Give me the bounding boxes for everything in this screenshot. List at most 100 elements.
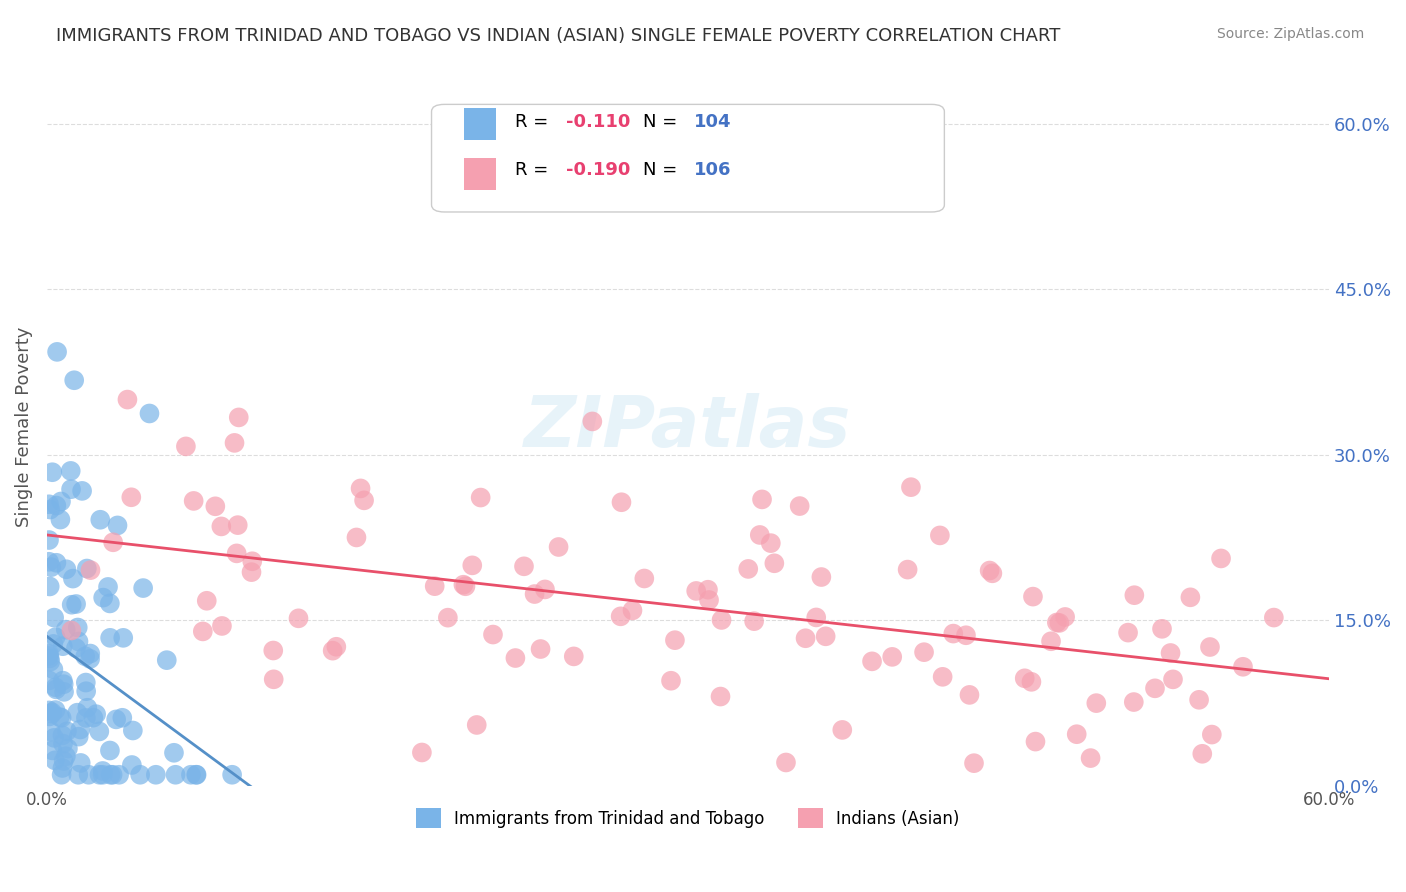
Point [1191,747,1213,761]
Point [789,499,811,513]
Point [138,407,160,421]
Point [209,519,232,533]
Point [38,647,60,661]
Point [100,768,122,782]
Point [423,579,446,593]
Point [751,492,773,507]
Point [59,464,82,478]
Point [562,649,585,664]
Point [98,743,121,757]
Point [55,749,77,764]
Text: 104: 104 [695,113,733,131]
Point [1040,634,1063,648]
Point [287,611,309,625]
Point [513,559,536,574]
Point [195,594,218,608]
Point [48,710,70,724]
Point [41,706,63,721]
Point [183,494,205,508]
Point [63,373,86,387]
Point [1046,615,1069,630]
Point [121,758,143,772]
Point [82,711,104,725]
Point [52,639,75,653]
Point [742,614,765,628]
Point [120,490,142,504]
Point [1014,671,1036,685]
Point [659,673,682,688]
Point [806,610,828,624]
Point [1047,615,1070,630]
Point [482,627,505,641]
Point [810,570,832,584]
Point [52,737,75,751]
Point [981,566,1004,581]
Point [69,756,91,770]
Point [55,623,77,637]
Point [1085,696,1108,710]
Point [91,591,114,605]
Point [224,436,246,450]
Bar [464,158,496,191]
Point [1021,674,1043,689]
Text: ZIPatlas: ZIPatlas [524,392,852,462]
Point [226,518,249,533]
Point [42,637,65,651]
Point [41,706,63,720]
Point [633,572,655,586]
Point [60,598,83,612]
Point [263,673,285,687]
Point [38,533,60,547]
Point [45,682,67,697]
Point [117,392,139,407]
Point [523,587,546,601]
Point [748,528,770,542]
Point [664,633,686,648]
Point [89,768,111,782]
Point [49,494,72,508]
Point [775,756,797,770]
Point [240,554,263,568]
Point [897,563,920,577]
Point [461,558,484,573]
Point [65,641,87,656]
Point [75,684,97,698]
Point [79,563,101,577]
Point [84,707,107,722]
Point [44,753,66,767]
Point [759,536,782,550]
Point [465,718,488,732]
Point [979,564,1001,578]
Point [79,647,101,661]
Point [710,613,733,627]
Point [955,628,977,642]
Point [98,597,121,611]
Point [1263,610,1285,624]
Point [609,609,631,624]
Point [931,670,953,684]
Point [77,768,100,782]
Y-axis label: Single Female Poverty: Single Female Poverty [15,327,32,527]
Point [75,711,97,725]
Text: -0.190: -0.190 [567,161,630,179]
Text: R =: R = [515,113,554,131]
Point [709,690,731,704]
Point [44,731,66,745]
Point [262,643,284,657]
Point [52,677,75,691]
Point [1150,622,1173,636]
Point [145,768,167,782]
Point [204,500,226,514]
Point [1180,591,1202,605]
Point [62,572,84,586]
Point [325,640,347,654]
Point [91,768,114,782]
Point [1054,610,1077,624]
Point [547,540,569,554]
Point [53,685,76,699]
Point [180,768,202,782]
Point [45,499,67,513]
Point [65,597,87,611]
Point [470,491,492,505]
Point [76,700,98,714]
